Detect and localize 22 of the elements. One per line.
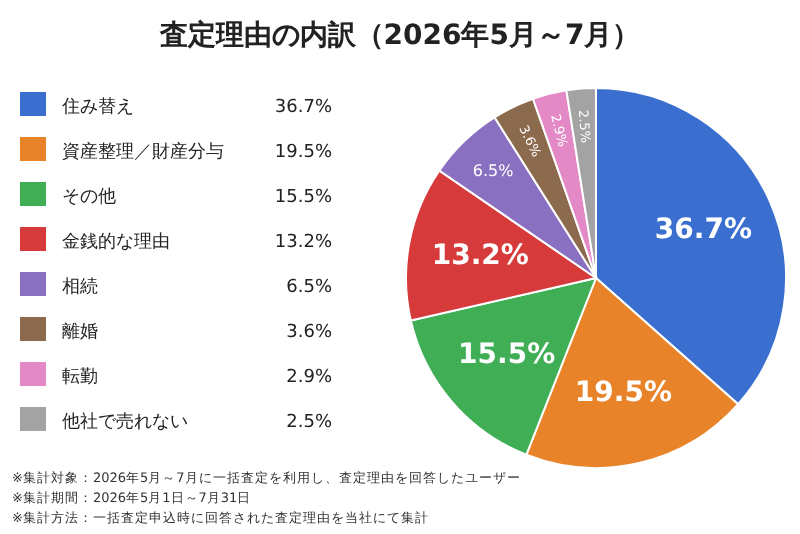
text: 2.5% — [286, 413, 332, 433]
data-label: 6.5% — [472, 162, 515, 181]
legend-label: 相続 — [62, 276, 98, 298]
text: 2.9% — [286, 368, 332, 388]
legend-label: 他社で売れない — [62, 411, 188, 433]
legend-label: 金銭的な理由 — [62, 231, 170, 253]
text: 13.2% — [274, 233, 332, 253]
legend-label: 資産整理／財産分与 — [62, 141, 224, 163]
data-label: 13.2% — [431, 240, 529, 273]
legend-label: 住み替え — [62, 96, 134, 118]
data-label: 19.5% — [574, 376, 672, 409]
data-label: 36.7% — [654, 213, 753, 246]
text: 3.6% — [286, 323, 332, 343]
text: 6.5% — [286, 278, 332, 298]
legend-label: 転勤 — [62, 366, 98, 388]
text: 36.7% — [274, 98, 332, 118]
chart-title: 査定理由の内訳（2026年5月～7月） — [157, 18, 641, 52]
legend-label: 離婚 — [62, 321, 98, 343]
legend-label: その他 — [62, 186, 116, 208]
text: 15.5% — [274, 188, 332, 208]
data-label: 15.5% — [458, 338, 556, 371]
text: 19.5% — [274, 143, 332, 163]
